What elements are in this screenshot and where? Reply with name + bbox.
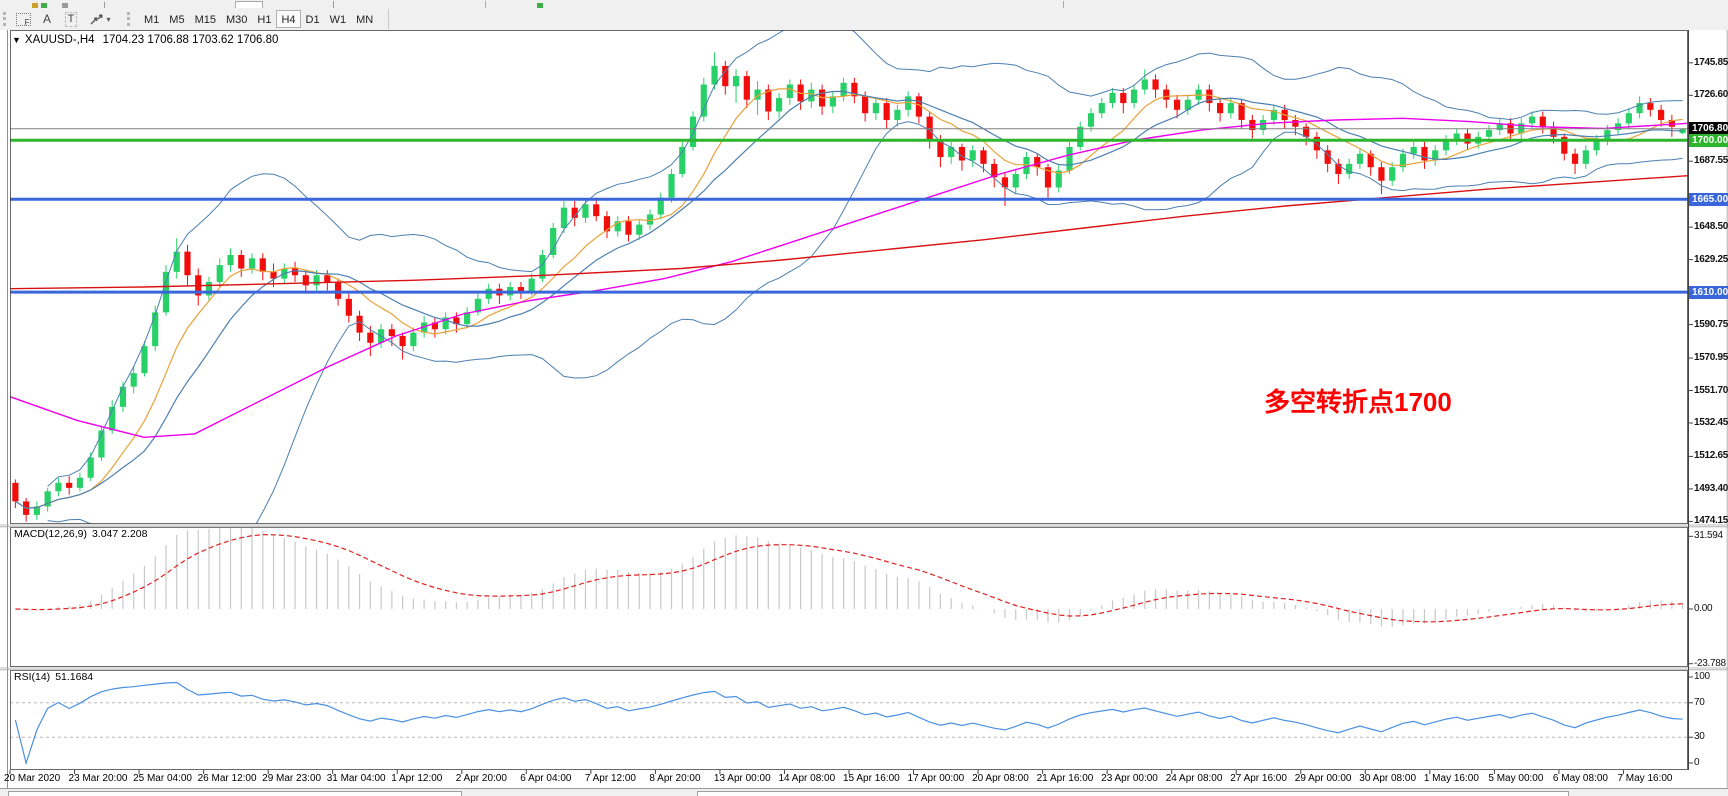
time-axis-label: 25 Mar 04:00	[133, 773, 192, 784]
chart-ohlc-label: 1704.23 1706.88 1703.62 1706.80	[102, 34, 279, 46]
price-badge: 1706.80	[1689, 122, 1728, 136]
toolbar-cut-stub	[32, 3, 38, 8]
price-axis-tick: 1512.65	[1694, 450, 1728, 462]
time-axis-label: 5 May 00:00	[1488, 773, 1544, 784]
rsi-axis-tick: 70	[1694, 696, 1705, 708]
macd-indicator-label: MACD(12,26,9) 3.047 2.208	[14, 528, 152, 540]
toolbar-drag-handle[interactable]	[127, 12, 130, 26]
time-axis-label: 6 Apr 04:00	[520, 773, 572, 784]
crosshair-grid-icon[interactable]: F	[11, 10, 35, 28]
grid-letter: F	[24, 17, 30, 27]
rsi-name: RSI(14)	[14, 671, 51, 683]
price-chart-canvas[interactable]	[0, 30, 1728, 788]
arrows-icon	[90, 13, 104, 24]
price-axis-tick: 1726.60	[1694, 89, 1728, 101]
macd-axis-tick: -23.788	[1694, 657, 1726, 669]
time-axis-label: 27 Apr 16:00	[1230, 773, 1287, 784]
time-axis-label: 24 Apr 08:00	[1165, 773, 1223, 784]
time-axis-label: 31 Mar 04:00	[326, 773, 386, 784]
time-axis-label: 29 Mar 23:00	[262, 773, 322, 784]
chevron-down-icon: ▾	[106, 14, 111, 24]
time-axis-label: 26 Mar 12:00	[197, 773, 257, 784]
text-tool-icon[interactable]: T	[59, 10, 83, 28]
time-axis-label: 6 May 08:00	[1552, 773, 1608, 784]
toolbar-drag-handle[interactable]	[3, 12, 6, 26]
price-axis-tick: 1570.95	[1694, 352, 1728, 363]
time-axis-label: 14 Apr 08:00	[778, 773, 836, 784]
price-axis-tick: 1474.15	[1694, 515, 1728, 527]
toolbar-cut-stub	[1063, 1, 1064, 8]
time-axis-label: 1 Apr 12:00	[391, 773, 443, 784]
chart-title: ▼ XAUUSD-,H4 1704.23 1706.88 1703.62 1706.…	[12, 34, 278, 46]
time-axis-label: 15 Apr 16:00	[843, 773, 900, 784]
letter-t-icon: T	[64, 11, 78, 27]
timeframe-button-m15[interactable]: M15	[190, 10, 221, 28]
status-box	[8, 791, 462, 796]
status-box	[697, 791, 1569, 796]
timeframe-button-d1[interactable]: D1	[301, 10, 325, 28]
price-badge: 1665.00	[1689, 192, 1728, 206]
time-axis-label: 8 Apr 20:00	[649, 773, 701, 784]
letter-a-icon: A	[42, 12, 51, 26]
time-axis-label: 20 Mar 2020	[4, 773, 61, 784]
toolbar-cut-stub	[485, 1, 486, 8]
price-axis-tick: 1745.85	[1694, 56, 1728, 68]
time-axis-label: 20 Apr 08:00	[972, 773, 1029, 784]
time-axis-label: 7 Apr 12:00	[584, 773, 636, 784]
macd-axis-tick: 31.594	[1694, 530, 1723, 542]
chart-toolbar: F A T ▾ M1 M5 M15 M30 H1 H4 D1 W1 MN	[0, 8, 1728, 30]
toolbar-cut-stub	[104, 2, 105, 8]
collapse-caret-icon[interactable]: ▼	[12, 35, 21, 45]
rsi-axis-tick: 0	[1694, 757, 1700, 768]
toolbar-cut-stub	[41, 3, 47, 8]
timeframe-button-h1[interactable]: H1	[252, 10, 276, 28]
macd-name: MACD(12,26,9)	[14, 528, 87, 540]
time-axis-label: 23 Mar 20:00	[68, 773, 128, 784]
annotation-text: 多空转折点1700	[1264, 387, 1452, 417]
toolbar-separator	[388, 9, 390, 29]
timeframe-button-m5[interactable]: M5	[164, 10, 189, 28]
timeframe-button-mn[interactable]: MN	[351, 10, 378, 28]
price-axis-tick: 1629.25	[1694, 253, 1728, 265]
price-axis-tick: 1687.55	[1694, 155, 1728, 167]
arrow-label-tool-icon[interactable]: A	[35, 10, 59, 28]
time-axis-label: 23 Apr 00:00	[1101, 773, 1158, 784]
timeframe-button-m1[interactable]: M1	[139, 10, 164, 28]
toolbar-cut-stub	[333, 1, 334, 8]
price-axis-tick: 1590.75	[1694, 318, 1728, 330]
toolbar-cut-stub	[537, 3, 543, 8]
time-axis-label: 30 Apr 08:00	[1359, 773, 1417, 784]
toolbar-cut-stub	[235, 1, 263, 9]
price-axis-tick: 1493.40	[1694, 482, 1728, 494]
rsi-axis-tick: 100	[1694, 671, 1710, 682]
rsi-indicator-label: RSI(14) 51.1684	[14, 671, 98, 683]
time-axis-label: 17 Apr 00:00	[907, 773, 965, 784]
dotted-grid-icon: F	[15, 12, 31, 27]
timeframe-buttons: M1 M5 M15 M30 H1 H4 D1 W1 MN	[139, 10, 378, 28]
timeframe-button-h4[interactable]: H4	[276, 10, 301, 28]
chart-window: ▼ XAUUSD-,H4 1704.23 1706.88 1703.62 1706.…	[0, 30, 1728, 788]
toolbar-cut-stub	[62, 3, 68, 8]
price-axis-tick: 1648.50	[1694, 221, 1728, 233]
rsi-axis-tick: 30	[1694, 731, 1705, 743]
time-axis-label: 13 Apr 00:00	[713, 773, 771, 784]
rsi-value: 51.1684	[55, 671, 94, 683]
time-axis-label: 1 May 16:00	[1423, 773, 1479, 784]
price-badge: 1610.00	[1689, 285, 1728, 299]
timeframe-button-m30[interactable]: M30	[221, 10, 252, 28]
macd-values: 3.047 2.208	[91, 528, 148, 540]
price-badge: 1700.00	[1689, 133, 1728, 147]
time-axis-label: 29 Apr 00:00	[1294, 773, 1352, 784]
arrow-objects-dropdown[interactable]: ▾	[83, 10, 117, 28]
price-axis-tick: 1551.70	[1694, 384, 1728, 396]
time-axis-label: 7 May 16:00	[1617, 773, 1673, 784]
price-axis-tick: 1532.45	[1694, 416, 1728, 428]
time-axis-label: 2 Apr 20:00	[455, 773, 507, 784]
timeframe-button-w1[interactable]: W1	[325, 10, 352, 28]
time-axis-label: 21 Apr 16:00	[1036, 773, 1094, 784]
status-bar-cut	[0, 788, 1728, 796]
macd-axis-tick: 0.00	[1694, 603, 1713, 614]
chart-symbol-label: XAUUSD-,H4	[24, 34, 95, 46]
